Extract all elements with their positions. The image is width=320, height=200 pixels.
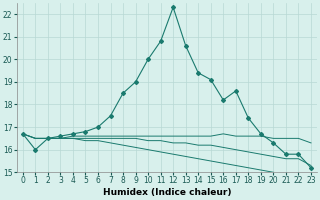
X-axis label: Humidex (Indice chaleur): Humidex (Indice chaleur) <box>103 188 231 197</box>
